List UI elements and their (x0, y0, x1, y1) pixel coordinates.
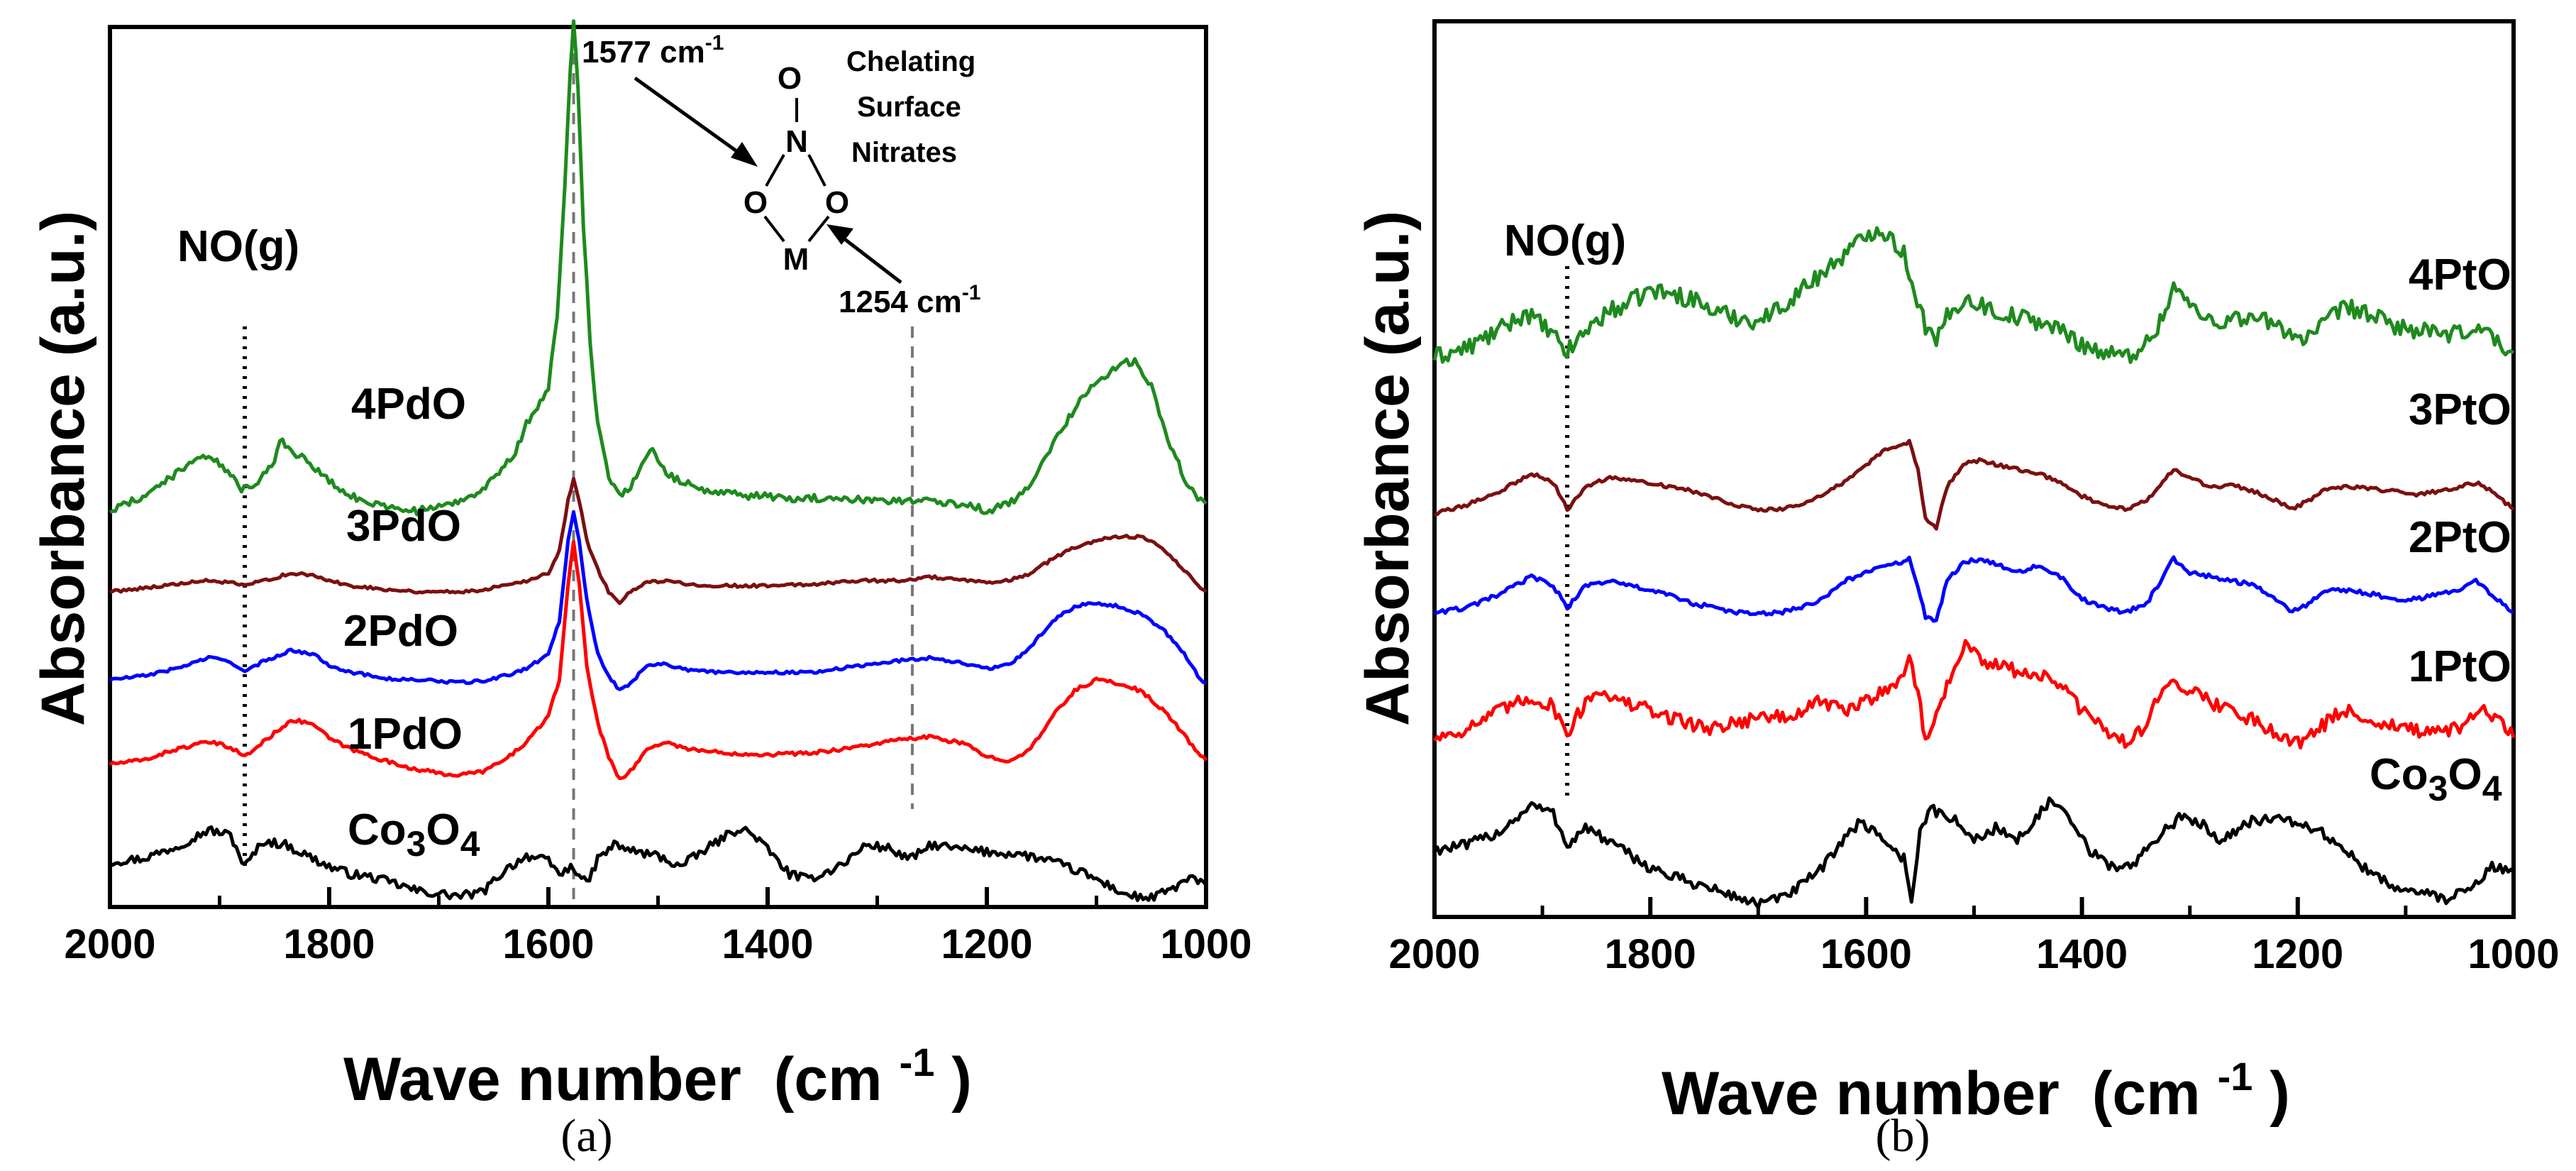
panel-a: 2000 1800 1600 1400 1200 1000 Absorbance (a.u… (29, 21, 1252, 1162)
peak-label-1254: 1254 cm-1 (839, 281, 980, 319)
atom-o-left: O (743, 185, 768, 220)
series-group-b (1435, 228, 2514, 908)
x-axis-label-main-b: Wave number (1662, 1060, 2060, 1128)
series-group-a (110, 21, 1206, 901)
series-line-2pdo (110, 512, 1206, 689)
series-label-2pto: 2PtO (2409, 513, 2511, 562)
x-tick-label-1600: 1600 (1820, 931, 1912, 977)
bond-o-right-m (809, 216, 829, 241)
series-label-3pdo: 3PdO (346, 502, 461, 551)
atom-m: M (783, 242, 809, 277)
gas-label-b: NO(g) (1504, 216, 1626, 265)
series-label-1pto: 1PtO (2409, 642, 2511, 691)
panel-b: 2000 1800 1600 1400 1200 1000 Absorbance (a.u… (1354, 21, 2560, 1162)
x-axis-label-b: Wave number (cm -1 ) (1662, 1035, 2290, 1128)
x-tick-label-2000: 2000 (64, 921, 155, 967)
peak-arrow (635, 78, 748, 160)
x-axis-label-close-b: ) (2270, 1060, 2290, 1128)
structure-title-2: Surface (857, 92, 961, 123)
x-tick-label-1400: 1400 (2036, 931, 2128, 977)
y-axis-label-b: Absorbance (a.u.) (1354, 211, 1422, 726)
structure-title-3: Nitrates (851, 137, 957, 168)
panel-label-a: (a) (560, 1110, 612, 1162)
x-ticks-b: 2000 1800 1600 1400 1200 1000 (1388, 897, 2559, 977)
x-tick-label-2000: 2000 (1388, 931, 1480, 977)
x-axis-label-a: Wave number (cm -1 ) (343, 1021, 972, 1114)
x-axis-label-sup-a: -1 (900, 1040, 935, 1084)
y-axis-label-a: Absorbance (a.u.) (29, 211, 97, 726)
plot-frame-b (1435, 21, 2514, 917)
bond-o-left-m (765, 216, 784, 241)
peak-label-1577: 1577 cm-1 (582, 31, 724, 70)
series-line-3pdo (110, 479, 1206, 604)
x-tick-label-1000: 1000 (2467, 931, 2559, 977)
bond-n-o-right (809, 155, 825, 186)
panel-label-b: (b) (1876, 1110, 1930, 1162)
series-line-2pto (1435, 557, 2514, 621)
series-line-co3o4 (110, 827, 1206, 900)
x-tick-label-1400: 1400 (722, 921, 813, 967)
x-tick-label-1200: 1200 (941, 921, 1032, 967)
x-axis-label-unit-a: (cm (774, 1045, 883, 1114)
series-label-co3o4-b: Co3O4 (2370, 750, 2502, 808)
x-axis-label-close-a: ) (951, 1045, 972, 1114)
series-line-1pto (1435, 641, 2514, 748)
atom-n: N (785, 124, 808, 159)
series-label-2pdo: 2PdO (343, 607, 458, 656)
atom-o-right: O (825, 185, 849, 220)
x-tick-label-1600: 1600 (502, 921, 594, 967)
figure: 2000 1800 1600 1400 1200 1000 Absorbance (a.u… (0, 0, 2576, 1171)
x-ticks-a: 2000 1800 1600 1400 1200 1000 (64, 887, 1251, 967)
x-axis-label-main-a: Wave number (343, 1045, 741, 1114)
x-axis-label-unit-b: (cm (2092, 1060, 2201, 1128)
series-label-co3o4-a: Co3O4 (348, 806, 480, 864)
structure-title-1: Chelating (846, 46, 975, 77)
series-line-3pto (1435, 441, 2514, 529)
peak-arrowhead (731, 142, 758, 167)
series-label-3pto: 3PtO (2409, 385, 2511, 434)
gas-label-a: NO(g) (177, 222, 299, 271)
x-tick-label-1200: 1200 (2252, 931, 2343, 977)
x-axis-label-sup-b: -1 (2218, 1054, 2253, 1099)
nitrate-structure: O N O O M Chelating Surface Nitrates (743, 46, 975, 277)
x-tick-label-1000: 1000 (1160, 921, 1251, 967)
series-label-4pdo: 4PdO (351, 380, 466, 429)
series-line-co3o4 (1435, 798, 2514, 908)
x-tick-label-1800: 1800 (283, 921, 375, 967)
x-tick-label-1800: 1800 (1605, 931, 1696, 977)
atom-o-top: O (778, 61, 802, 96)
series-label-1pdo: 1PdO (348, 710, 463, 759)
series-label-4pto: 4PtO (2409, 251, 2511, 299)
bond-n-o-left (766, 155, 784, 186)
guide-lines-a (245, 53, 912, 907)
